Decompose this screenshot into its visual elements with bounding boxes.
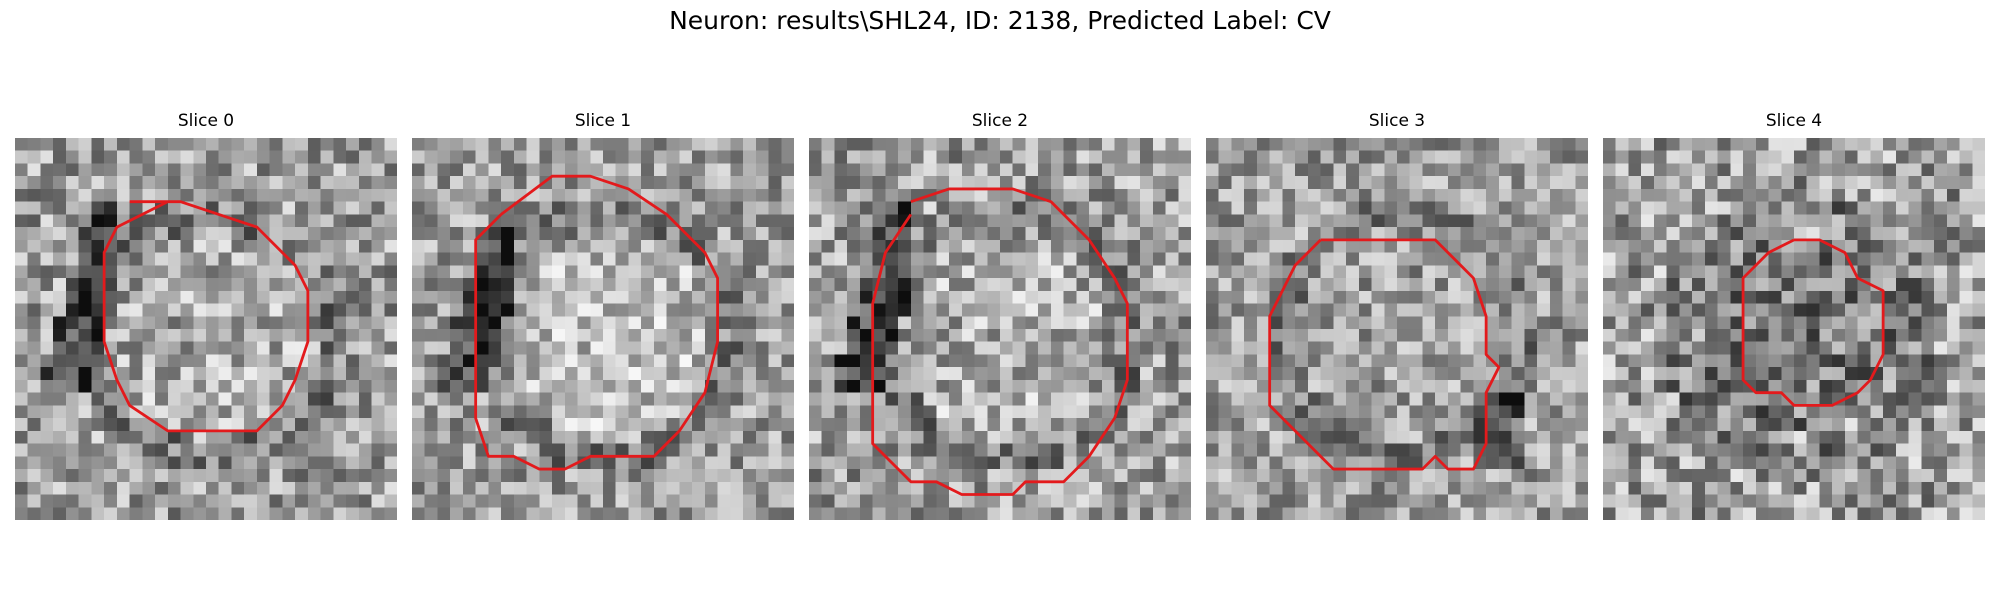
neuron-contour (1741, 238, 1885, 407)
slice-title: Slice 2 (971, 111, 1029, 131)
slice-panel: Slice 2 (809, 110, 1191, 520)
slice-image (1603, 138, 1985, 520)
slice-title: Slice 1 (574, 111, 632, 131)
neuron-contour (474, 174, 720, 471)
neuron-contour (102, 200, 310, 433)
slice-panel: Slice 3 (1206, 110, 1588, 520)
slice-image (15, 138, 397, 520)
neuron-contour (871, 187, 1129, 496)
neuron-contour-overlay (1268, 238, 1501, 471)
slice-panel: Slice 1 (412, 110, 794, 520)
slice-panel: Slice 4 (1603, 110, 1985, 520)
slice-title: Slice 4 (1765, 111, 1823, 131)
neuron-contour-overlay (102, 200, 310, 433)
figure-title: Neuron: results\SHL24, ID: 2138, Predict… (669, 6, 1331, 35)
slice-panel: Slice 0 (15, 110, 397, 520)
slice-title: Slice 3 (1368, 111, 1426, 131)
neuron-contour (1268, 238, 1501, 471)
neuron-contour-overlay (871, 187, 1129, 496)
neuron-contour-overlay (474, 174, 720, 471)
neuron-contour-overlay (1741, 238, 1885, 407)
slice-title: Slice 0 (177, 111, 235, 131)
